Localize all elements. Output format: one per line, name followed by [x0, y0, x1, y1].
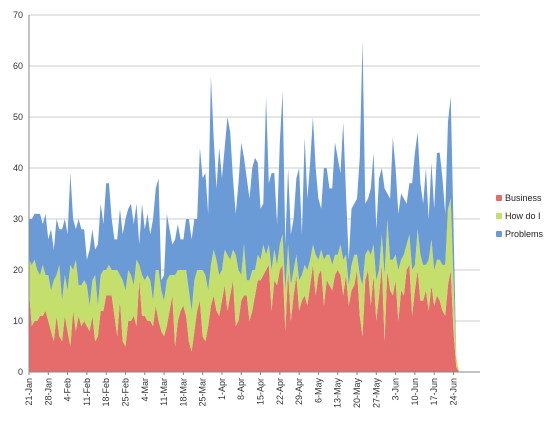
- x-tick-label: 29-Apr: [294, 378, 304, 405]
- x-tick-label: 3-Jun: [391, 378, 401, 401]
- y-tick-label: 0: [18, 367, 23, 377]
- y-tick-label: 10: [13, 316, 23, 326]
- x-tick-label: 4-Mar: [140, 378, 150, 402]
- y-tick-label: 40: [13, 163, 23, 173]
- x-tick-label: 11-Feb: [82, 378, 92, 406]
- x-tick-label: 1-Apr: [217, 378, 227, 400]
- legend-swatch-how-do-i: [496, 213, 502, 219]
- y-tick-label: 20: [13, 265, 23, 275]
- legend-label-business: Business: [505, 193, 542, 203]
- x-tick-label: 8-Apr: [236, 378, 246, 400]
- legend-swatch-business: [496, 195, 502, 201]
- legend-item-how-do-i: How do I: [496, 207, 543, 225]
- legend: Business How do I Problems: [496, 189, 543, 243]
- x-tick-label: 10-Jun: [410, 378, 420, 406]
- x-tick-label: 18-Mar: [178, 378, 188, 407]
- x-tick-label: 17-Jun: [429, 378, 439, 406]
- x-tick-label: 21-Jan: [24, 378, 34, 406]
- y-tick-label: 30: [13, 214, 23, 224]
- x-tick-label: 24-Jun: [448, 378, 458, 406]
- axis-layer: [28, 15, 480, 375]
- x-tick-label: 11-Mar: [159, 378, 169, 406]
- y-tick-label: 50: [13, 112, 23, 122]
- area-layer: [29, 40, 459, 372]
- legend-label-problems: Problems: [505, 229, 544, 239]
- legend-label-how-do-i: How do I: [505, 211, 541, 221]
- x-tick-label: 6-May: [313, 378, 323, 404]
- x-tick-label: 28-Jan: [43, 378, 53, 406]
- legend-swatch-problems: [496, 231, 502, 237]
- x-tick-label: 15-Apr: [256, 378, 266, 405]
- x-tick-label: 25-Mar: [198, 378, 208, 407]
- x-tick-label: 22-Apr: [275, 378, 285, 405]
- x-tick-labels: 21-Jan 28-Jan 4-Feb 11-Feb 18-Feb 25-Feb 4-Mar…: [24, 378, 458, 409]
- legend-item-business: Business: [496, 189, 543, 207]
- x-tick-label: 18-Feb: [101, 378, 111, 407]
- x-tick-label: 4-Feb: [63, 378, 73, 402]
- x-tick-label: 27-May: [371, 378, 381, 409]
- area-series-how-do-i: [29, 198, 459, 372]
- x-tick-label: 20-May: [352, 378, 362, 409]
- legend-item-problems: Problems: [496, 225, 543, 243]
- y-tick-label: 60: [13, 61, 23, 71]
- area-series-business: [29, 264, 459, 372]
- y-tick-label: 70: [13, 10, 23, 20]
- area-series-problems: [29, 40, 459, 372]
- y-tick-labels: 0 10 20 30 40 50 60 70: [13, 10, 23, 377]
- x-tick-label: 13-May: [333, 378, 343, 409]
- x-tick-label: 25-Feb: [120, 378, 130, 407]
